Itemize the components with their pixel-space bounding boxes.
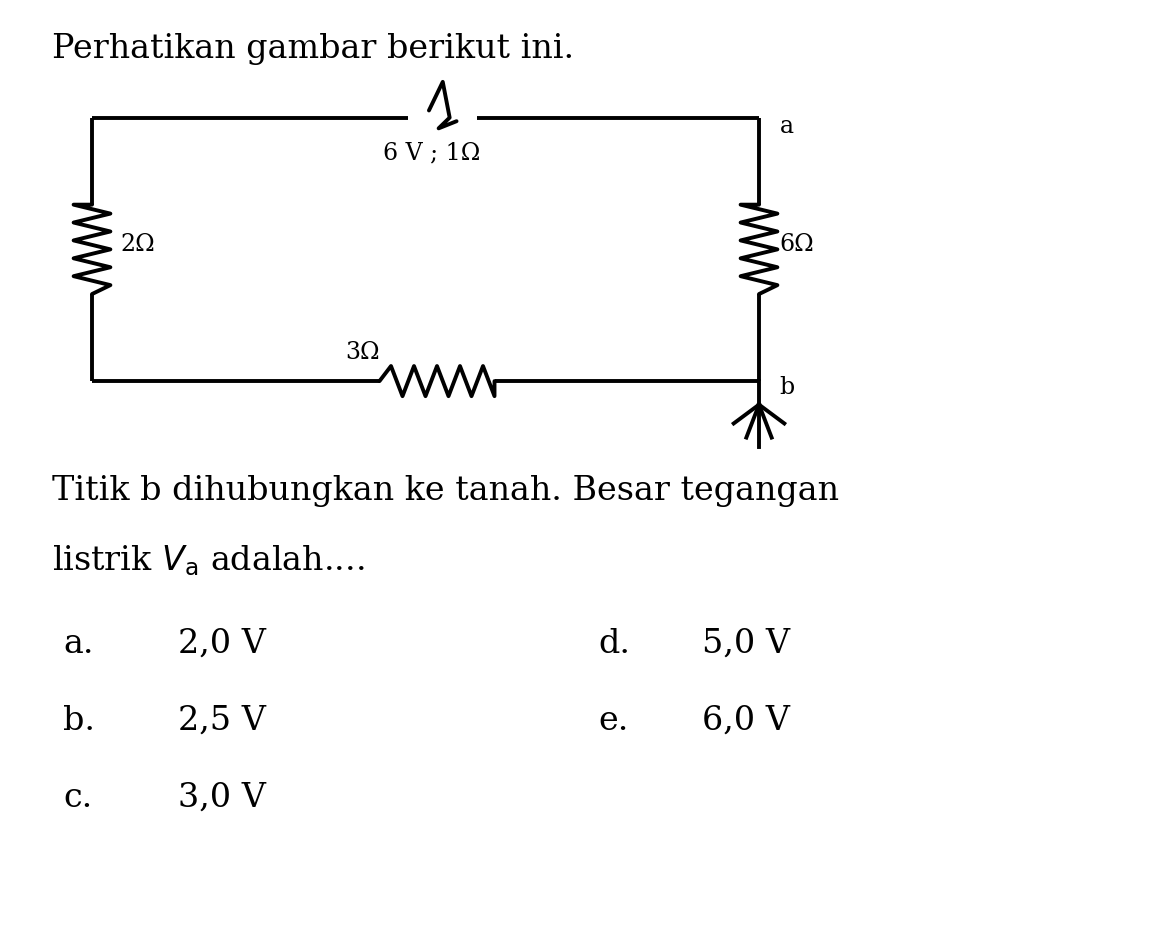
Text: 6 V ; 1Ω: 6 V ; 1Ω (383, 141, 480, 164)
Text: Titik b dihubungkan ke tanah. Besar tegangan: Titik b dihubungkan ke tanah. Besar tega… (52, 475, 838, 507)
Text: 2,5 V: 2,5 V (178, 705, 266, 737)
Text: 3Ω: 3Ω (345, 342, 380, 364)
Text: 3,0 V: 3,0 V (178, 782, 266, 814)
Text: 6,0 V: 6,0 V (702, 705, 789, 737)
Text: b: b (780, 376, 795, 399)
Text: 2Ω: 2Ω (121, 233, 155, 256)
Text: c.: c. (63, 782, 92, 814)
Text: 6Ω: 6Ω (780, 233, 814, 256)
Text: b.: b. (63, 705, 95, 737)
Text: 2,0 V: 2,0 V (178, 628, 266, 660)
Text: d.: d. (598, 628, 630, 660)
Text: listrik $V_{\mathrm{a}}$ adalah....: listrik $V_{\mathrm{a}}$ adalah.... (52, 543, 365, 578)
Text: e.: e. (598, 705, 628, 737)
Text: Perhatikan gambar berikut ini.: Perhatikan gambar berikut ini. (52, 33, 574, 65)
Text: 5,0 V: 5,0 V (702, 628, 790, 660)
Text: a.: a. (63, 628, 94, 660)
Text: a: a (780, 115, 793, 137)
